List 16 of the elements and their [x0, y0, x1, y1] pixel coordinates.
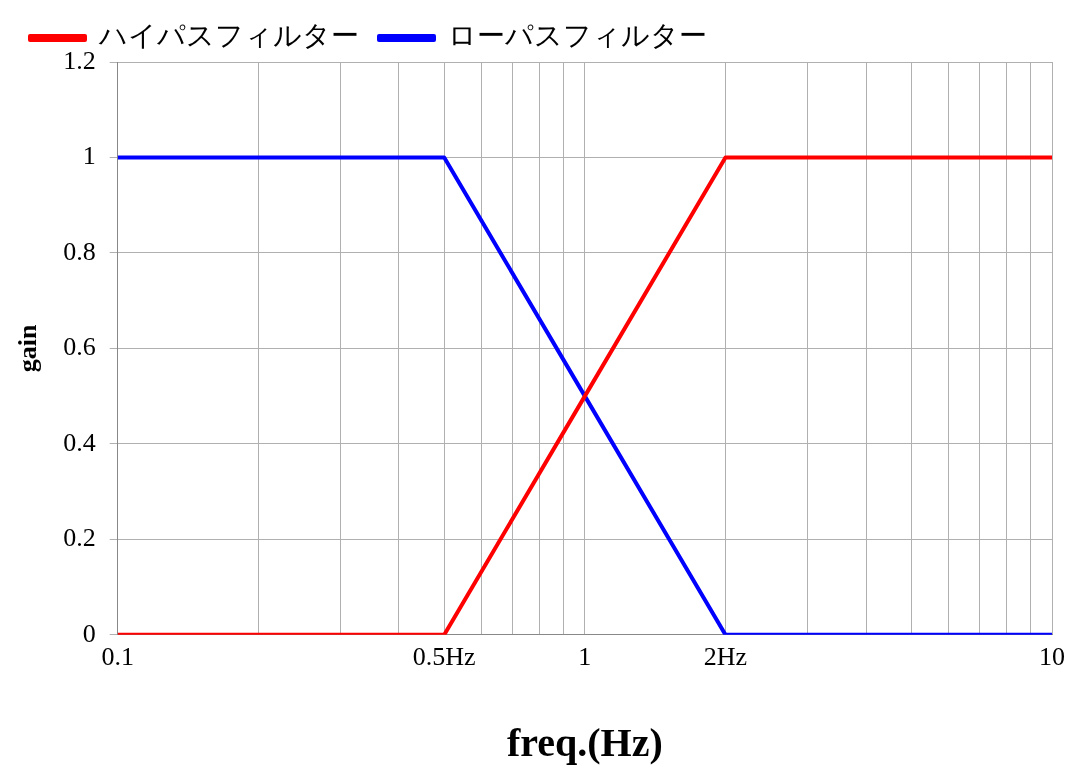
y-tick-label: 0.2 — [63, 523, 96, 553]
y-tick-label: 0.8 — [63, 236, 96, 266]
y-tick-label: 0.6 — [63, 332, 96, 362]
y-tick-label: 0 — [82, 618, 96, 648]
y-tick-label: 1.2 — [63, 45, 96, 75]
y-tick-label: 1 — [82, 141, 96, 171]
y-tick-label: 0.4 — [63, 427, 96, 457]
legend-label: ローパスフィルター — [448, 19, 707, 53]
x-tick-label: 10 — [1039, 642, 1065, 672]
x-tick-label: 2Hz — [703, 642, 748, 672]
x-axis-title: freq.(Hz) — [506, 720, 663, 766]
x-tick-label: 1 — [578, 642, 592, 672]
x-tick-label: 0.5Hz — [412, 642, 476, 672]
y-axis-title: gain — [13, 324, 43, 373]
x-tick-label: 0.1 — [101, 642, 134, 672]
legend-label: ハイパスフィルター — [98, 19, 359, 53]
